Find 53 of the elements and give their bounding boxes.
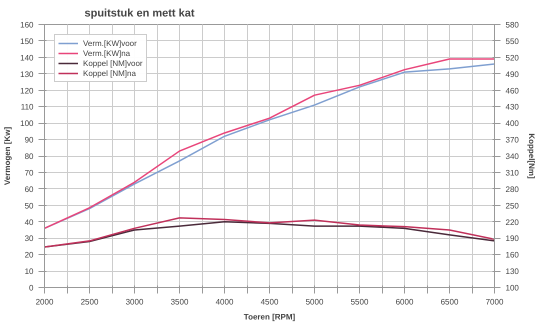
y2-tick-label: 580	[506, 20, 520, 30]
x-tick-label: 5000	[306, 298, 324, 306]
y2-tick-label: 310	[506, 168, 520, 178]
x-tick-label: 6500	[440, 298, 459, 306]
y-tick-label: 110	[20, 102, 34, 112]
y2-tick-label: 460	[506, 86, 520, 96]
y-tick-label: 120	[20, 86, 34, 96]
y2-tick-label: 130	[506, 267, 520, 276]
x-tick-label: 5500	[350, 298, 369, 306]
y2-axis-title: Koppel[Nm]	[526, 133, 536, 179]
legend-label: Koppel [NM]voor	[83, 58, 143, 68]
y-tick-label: 50	[24, 201, 34, 210]
x-tick-label: 2000	[36, 298, 54, 306]
y-tick-label: 90	[24, 136, 34, 145]
y2-tick-label: 250	[506, 201, 520, 210]
y-tick-label: 130	[20, 70, 34, 79]
y2-tick-label: 490	[506, 70, 520, 79]
legend-label: Verm.[KW]na	[83, 48, 130, 58]
legend-label: Koppel [NM]na	[83, 68, 136, 78]
y-tick-label: 80	[24, 152, 34, 161]
y-tick-label: 140	[20, 53, 34, 62]
y2-tick-label: 400	[506, 119, 520, 128]
x-tick-label: 4000	[216, 298, 234, 306]
x-tick-label: 6000	[396, 298, 414, 306]
y-tick-label: 40	[24, 218, 34, 227]
x-tick-label: 3500	[170, 298, 189, 306]
chart-title: spuitstuk en mett kat	[84, 8, 195, 20]
y-tick-label: 30	[24, 234, 34, 244]
x-tick-label: 3000	[126, 298, 144, 306]
y-axis-title: Vermogen [Kw]	[3, 126, 12, 186]
y-tick-label: 70	[24, 168, 34, 178]
x-axis-title: Toeren [RPM]	[244, 312, 296, 322]
y-tick-label: 0	[29, 284, 34, 292]
y-tick-label: 20	[24, 250, 34, 260]
y2-tick-label: 220	[506, 218, 520, 227]
y-tick-label: 60	[24, 184, 34, 194]
x-tick-label: 4500	[260, 298, 279, 306]
y2-tick-label: 430	[506, 102, 520, 112]
y-tick-label: 150	[20, 36, 34, 46]
y2-tick-label: 520	[506, 53, 520, 62]
x-tick-label: 2500	[80, 298, 99, 306]
y2-tick-label: 280	[506, 184, 520, 194]
y2-tick-label: 190	[506, 234, 520, 244]
y-tick-label: 100	[20, 119, 34, 128]
x-tick-label: 7000	[486, 298, 504, 306]
legend-label: Verm.[KW]voor	[83, 38, 137, 48]
y2-tick-label: 100	[506, 284, 520, 292]
y2-tick-label: 550	[506, 36, 520, 46]
y-tick-label: 160	[20, 20, 34, 30]
y2-tick-label: 340	[506, 152, 520, 161]
y2-tick-label: 370	[506, 136, 520, 145]
y2-tick-label: 160	[506, 250, 520, 260]
y-tick-label: 10	[24, 267, 34, 276]
